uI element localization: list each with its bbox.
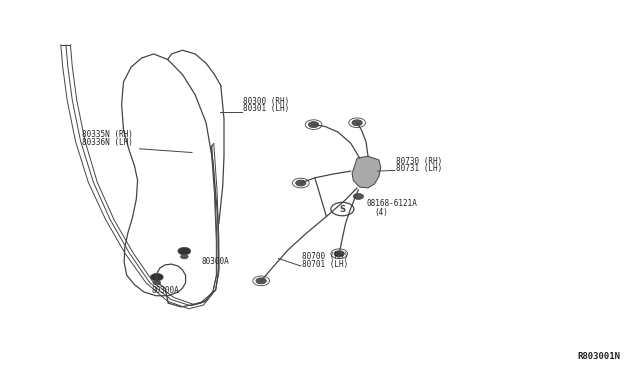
- Text: R803001N: R803001N: [578, 352, 621, 361]
- Circle shape: [256, 278, 266, 284]
- Circle shape: [178, 247, 191, 255]
- Text: 80731 (LH): 80731 (LH): [396, 164, 442, 173]
- Text: S: S: [339, 205, 346, 214]
- Text: 80701 (LH): 80701 (LH): [302, 260, 348, 269]
- Text: 80301 (LH): 80301 (LH): [243, 105, 289, 113]
- Text: 80336N (LH): 80336N (LH): [82, 138, 132, 147]
- Text: (4): (4): [374, 208, 388, 217]
- Circle shape: [352, 120, 362, 126]
- Text: 80700 (RH): 80700 (RH): [302, 252, 348, 261]
- Circle shape: [308, 122, 319, 128]
- Text: 80730 (RH): 80730 (RH): [396, 157, 442, 166]
- Circle shape: [296, 180, 306, 186]
- Circle shape: [334, 251, 344, 257]
- Text: 80335N (RH): 80335N (RH): [82, 130, 132, 139]
- Text: 80300A: 80300A: [202, 257, 229, 266]
- Circle shape: [153, 280, 161, 285]
- Circle shape: [180, 254, 188, 259]
- Text: 80300 (RH): 80300 (RH): [243, 97, 289, 106]
- Polygon shape: [352, 156, 381, 188]
- Circle shape: [150, 273, 163, 281]
- Text: 08168-6121A: 08168-6121A: [367, 199, 417, 208]
- Circle shape: [353, 193, 364, 199]
- Text: 80300A: 80300A: [152, 286, 179, 295]
- Circle shape: [331, 202, 354, 216]
